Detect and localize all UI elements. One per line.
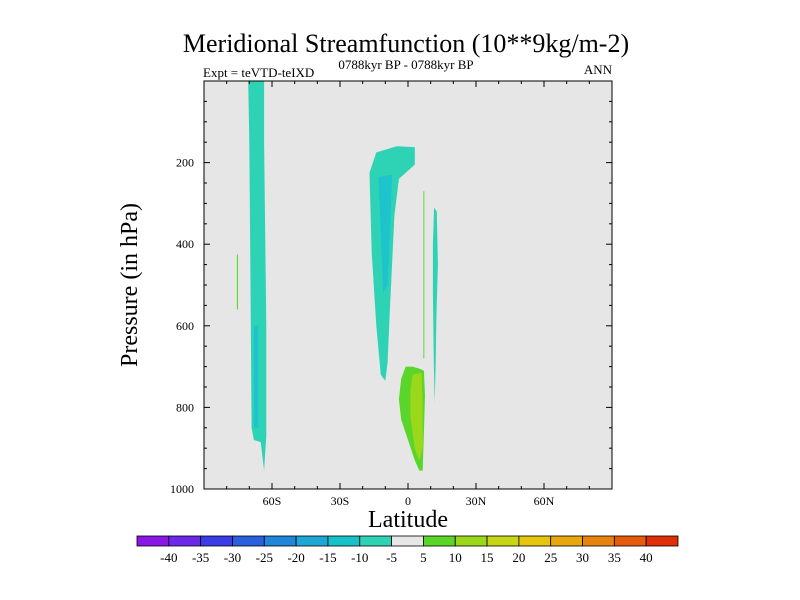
plot-area [203, 80, 613, 490]
colorbar-swatch [582, 535, 615, 547]
colorbar-swatch [327, 535, 361, 547]
colorbar-label: -30 [224, 550, 241, 565]
y-tick-label: 600 [176, 319, 194, 333]
x-tick-label: 60N [534, 494, 555, 508]
colorbar-swatch [359, 535, 392, 547]
colorbar-swatch [136, 535, 170, 547]
y-tick-label: 400 [176, 237, 194, 251]
colorbar-swatch [263, 535, 297, 547]
colorbar-label: -35 [192, 550, 209, 565]
colorbar-label: 40 [640, 550, 653, 565]
colorbar-swatch [550, 535, 583, 547]
colorbar-label: -25 [256, 550, 273, 565]
contour-sliver-7N [423, 191, 425, 359]
plot-frame [203, 80, 613, 490]
x-tick-labels: 60S 30S 0 30N 60N [263, 494, 555, 508]
y-axis-label: Pressure (in hPa) [117, 203, 143, 367]
colorbar-swatch [295, 535, 329, 547]
contour-narrow-cell-12N [432, 207, 438, 404]
right-subtitle: ANN [584, 62, 613, 77]
colorbar-swatch [613, 535, 647, 547]
x-axis-label: Latitude [368, 507, 448, 533]
colorbar-label: 10 [449, 550, 462, 565]
colorbar-label: 30 [576, 550, 589, 565]
x-tick-label: 30S [331, 494, 350, 508]
colorbar-swatch [232, 535, 265, 547]
x-tick-label: 30N [466, 494, 487, 508]
colorbar-swatch [486, 535, 520, 547]
colorbar-swatch [168, 535, 202, 547]
left-subtitle: Expt = teVTD-teIXD [203, 65, 314, 80]
colorbar-label: -5 [386, 550, 397, 565]
contour-upper-tropics-core [378, 174, 393, 294]
y-tick-labels: 200 400 600 800 1000 [170, 156, 194, 496]
x-tick-label: 60S [263, 494, 282, 508]
contour-lower-tropics-core [410, 372, 423, 461]
colorbar-label: 5 [420, 550, 427, 565]
colorbar-swatch [391, 535, 424, 547]
colorbar-label: 20 [512, 550, 525, 565]
colorbar-label: -15 [319, 550, 336, 565]
colorbar-swatch [454, 535, 488, 547]
y-tick-label: 1000 [170, 482, 194, 496]
colorbar-swatch [200, 535, 233, 547]
colorbar-label: 25 [544, 550, 557, 565]
colorbar-label: 35 [608, 550, 621, 565]
y-tick-label: 800 [176, 400, 194, 414]
center-subtitle: 0788kyr BP - 0788kyr BP [338, 57, 473, 72]
contour-sliver-75S [236, 254, 238, 310]
colorbar-swatch [518, 535, 552, 547]
colorbar-swatch [423, 535, 456, 547]
colorbar-swatch [645, 535, 679, 547]
contour-band-60S [248, 81, 267, 471]
colorbar-label: -10 [351, 550, 368, 565]
colorbar-label: 15 [481, 550, 494, 565]
chart-title: Meridional Streamfunction (10**9kg/m-2) [183, 29, 629, 58]
contour-regions [236, 81, 438, 471]
colorbar-label: -40 [160, 550, 177, 565]
y-tick-label: 200 [176, 156, 194, 170]
colorbar-label: -20 [287, 550, 304, 565]
contour-band-60S-core [253, 325, 259, 428]
colorbar: -40 -35 -30 -25 -20 -15 -10 -5 5 10 15 20 25 30 35 40 [136, 535, 679, 565]
x-tick-label: 0 [405, 494, 411, 508]
